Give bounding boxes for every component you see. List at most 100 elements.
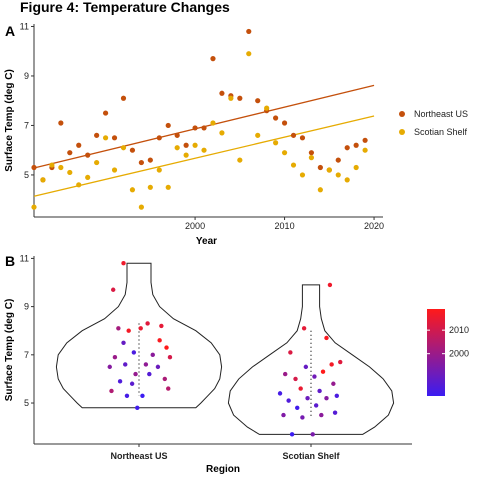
panel-a-point [94, 159, 100, 166]
panel-b-point [338, 359, 343, 365]
panel-a-y-tick-label: 5 [24, 170, 29, 180]
panel-a-point [353, 164, 359, 171]
panel-a-point [120, 145, 127, 151]
panel-a-point [31, 204, 37, 210]
panel-b-point [164, 345, 169, 350]
panel-a-point [281, 150, 288, 156]
panel-b-point [116, 326, 121, 331]
panel-a-point [353, 142, 359, 148]
panel-b-point [140, 393, 145, 398]
panel-b-point [329, 362, 334, 367]
panel-a-point [210, 120, 216, 126]
panel-a-x-axis-label: Year [196, 236, 217, 247]
panel-a-point [299, 135, 306, 141]
panel-a-point [228, 95, 234, 101]
panel-a-y-tick-label: 11 [20, 21, 29, 31]
panel-a-point [308, 155, 315, 161]
panel-a-axes: 5 7 9 11 2000 2010 2020 Year Surface Temp (deg C… [4, 21, 384, 247]
panel-b-colorbar: 2000 2010 [427, 309, 469, 396]
panel-a-point [290, 132, 297, 138]
panel-b-y-axis-label: Surface Temp (deg C) [4, 299, 15, 402]
panel-a-scatter-chart: 5 7 9 11 2000 2010 2020 Year Surface Temp (deg C… [4, 21, 468, 247]
panel-b-point [133, 371, 138, 377]
panel-a-point [210, 56, 216, 62]
panel-b-point [320, 369, 326, 374]
panel-a-point [138, 159, 144, 166]
panel-a-point [219, 130, 225, 136]
panel-b-point [317, 388, 322, 394]
panel-b-point [121, 261, 126, 266]
panel-a-point [362, 147, 368, 153]
panel-a-point [111, 135, 118, 141]
violin-scotian-shelf [227, 284, 395, 435]
panel-a-point [58, 120, 64, 126]
panel-a-legend: Northeast US Scotian Shelf [399, 109, 468, 137]
panel-a-point [120, 95, 127, 101]
panel-a-trendlines [33, 84, 375, 197]
panel-a-point [156, 167, 162, 173]
panel-a-point [94, 132, 100, 138]
panel-a-x-tick-label: 2020 [364, 221, 384, 231]
panel-b-label: B [5, 253, 15, 269]
panel-b-point [135, 405, 140, 411]
panel-a-y-tick-label: 7 [24, 120, 29, 130]
panel-a-x-tick-label: 2010 [275, 221, 295, 231]
panel-a-point [67, 150, 73, 156]
panel-b-point [289, 432, 295, 437]
panel-a-point [129, 147, 136, 153]
legend-marker [399, 129, 405, 135]
panel-a-point [192, 125, 198, 131]
panel-a-point [111, 167, 118, 173]
panel-b-point [159, 323, 164, 329]
panel-b-violin-chart: 5 7 9 11 Northeast US Scotian Shelf Region Surf… [4, 253, 469, 475]
panel-a-point [147, 157, 153, 163]
panel-b-point [283, 371, 288, 377]
panel-b-point [327, 282, 333, 288]
legend-label: Scotian Shelf [414, 127, 468, 137]
panel-b-point [145, 321, 150, 326]
panel-b-point [303, 364, 309, 370]
panel-a-point [219, 90, 225, 96]
panel-a-point [102, 135, 109, 141]
panel-b-point [157, 338, 162, 343]
panel-a-point [335, 157, 341, 163]
panel-a-point [290, 162, 297, 168]
panel-a-point [246, 28, 252, 35]
panel-b-point [286, 398, 291, 403]
panel-a-point [58, 164, 64, 171]
figure-title: Figure 4: Temperature Changes [20, 0, 230, 15]
panel-b-y-tick-label: 11 [20, 253, 29, 263]
panel-a-x-tick-label: 2000 [185, 221, 205, 231]
panel-b-y-tick-label: 9 [24, 302, 29, 312]
panel-a-point [201, 147, 207, 153]
panel-b-point [167, 355, 173, 360]
legend-marker [399, 111, 405, 117]
panel-b-point [334, 393, 339, 398]
panel-b-point [112, 355, 118, 360]
panel-b-point [109, 388, 114, 394]
panel-b-point [121, 340, 126, 345]
colorbar-tick-label: 2010 [449, 325, 469, 335]
panel-a-point [255, 98, 261, 104]
panel-a-point [31, 164, 37, 171]
panel-a-point [156, 135, 162, 141]
panel-b-point [300, 415, 305, 420]
panel-b-point [331, 381, 336, 386]
panel-a-point [183, 142, 189, 148]
panel-a-point [49, 162, 55, 168]
panel-b-point [147, 371, 152, 377]
panel-a-point [129, 187, 136, 193]
panel-a-point [183, 152, 189, 158]
colorbar-bar [427, 309, 445, 396]
panel-a-point [246, 51, 252, 57]
panel-a-point [273, 140, 279, 146]
panel-b-point [155, 364, 161, 370]
panel-a-point [201, 125, 207, 131]
panel-a-point [255, 132, 261, 138]
panel-b-point [107, 364, 112, 370]
panel-a-point [138, 204, 144, 210]
panel-a-point [344, 177, 350, 183]
panel-b-point [288, 350, 293, 355]
panel-a-point [76, 142, 82, 148]
